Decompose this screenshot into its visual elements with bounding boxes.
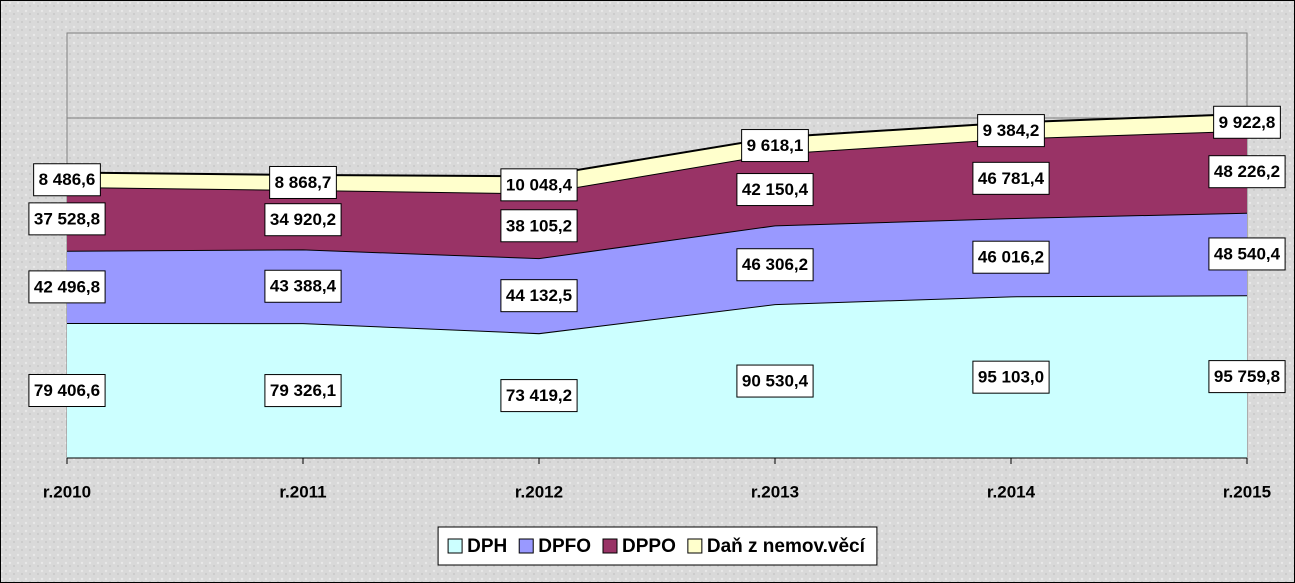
value-label-box [972, 161, 1050, 195]
value-label-box [500, 379, 578, 413]
value-label-box [269, 165, 337, 199]
value-label: 95 759,8 [1208, 360, 1286, 394]
value-label-box [741, 129, 809, 163]
value-label: 46 306,2 [736, 248, 814, 282]
value-label-text: 79 406,6 [34, 381, 100, 400]
value-label-text: 43 388,4 [270, 277, 337, 296]
x-tick-label: r.2010 [43, 482, 91, 501]
value-label-text: 34 920,2 [270, 210, 336, 229]
value-label-box [1208, 237, 1286, 271]
value-label: 95 103,0 [972, 360, 1050, 394]
value-label: 42 150,4 [736, 173, 814, 207]
value-label: 43 388,4 [264, 269, 342, 303]
value-label-text: 46 781,4 [978, 169, 1045, 188]
value-label: 9 922,8 [1213, 105, 1281, 139]
value-label-box [736, 173, 814, 207]
value-label: 38 105,2 [500, 209, 578, 243]
legend-swatch [687, 538, 703, 554]
value-label: 48 540,4 [1208, 237, 1286, 271]
value-label-text: 44 132,5 [506, 286, 572, 305]
area-edge [66, 112, 1248, 178]
value-label-box [28, 374, 106, 408]
legend-label: DPFO [538, 536, 591, 557]
x-tick-label: r.2013 [751, 482, 799, 501]
value-label-box [264, 269, 342, 303]
area [67, 295, 1247, 458]
value-label-box [500, 168, 578, 202]
value-label-text: 42 496,8 [34, 277, 100, 296]
value-label: 73 419,2 [500, 379, 578, 413]
value-label-text: 48 540,4 [1214, 244, 1281, 263]
legend: DPH DPFO DPPO Daň z nemov.věcí [437, 526, 878, 566]
value-label-text: 95 103,0 [978, 368, 1044, 387]
x-tick-label: r.2012 [515, 482, 563, 501]
legend-label: DPPO [622, 536, 676, 557]
value-label-box [1208, 155, 1286, 189]
value-label-text: 9 618,1 [747, 136, 804, 155]
value-label-box [500, 279, 578, 313]
value-label: 42 496,8 [28, 270, 106, 304]
value-label-text: 9 384,2 [983, 121, 1040, 140]
value-label: 46 781,4 [972, 161, 1050, 195]
value-label-text: 73 419,2 [506, 386, 572, 405]
legend-swatch [602, 538, 618, 554]
value-label-text: 90 530,4 [742, 372, 809, 391]
value-label: 79 326,1 [264, 374, 342, 408]
value-label-box [736, 248, 814, 282]
value-label-text: 46 016,2 [978, 248, 1044, 267]
value-label-text: 37 528,8 [34, 209, 100, 228]
legend-label: DPH [467, 536, 507, 557]
value-label: 9 384,2 [977, 114, 1045, 148]
value-label: 37 528,8 [28, 202, 106, 236]
value-label: 10 048,4 [500, 168, 578, 202]
value-label-text: 95 759,8 [1214, 367, 1280, 386]
value-label-box [1213, 105, 1281, 139]
value-label-box [264, 203, 342, 237]
value-label: 46 016,2 [972, 240, 1050, 274]
legend-swatch [518, 538, 534, 554]
value-label-box [28, 202, 106, 236]
area [67, 212, 1247, 334]
value-label-text: 10 048,4 [506, 175, 573, 194]
value-label-box [1208, 360, 1286, 394]
value-label-box [972, 240, 1050, 274]
area [67, 113, 1247, 194]
value-label: 90 530,4 [736, 364, 814, 398]
value-label-text: 8 486,6 [39, 170, 96, 189]
value-label: 48 226,2 [1208, 155, 1286, 189]
value-label: 8 868,7 [269, 165, 337, 199]
value-label-text: 38 105,2 [506, 216, 572, 235]
legend-swatch [447, 538, 463, 554]
legend-box [437, 526, 878, 566]
value-label-box [972, 360, 1050, 394]
value-label: 79 406,6 [28, 374, 106, 408]
value-label-text: 48 226,2 [1214, 162, 1280, 181]
value-label-text: 9 922,8 [1219, 113, 1276, 132]
value-label-text: 46 306,2 [742, 255, 808, 274]
value-label-box [33, 163, 101, 197]
x-tick-label: r.2011 [279, 482, 326, 501]
value-label-box [500, 209, 578, 243]
legend-label: Daň z nemov.věcí [707, 536, 866, 557]
value-label-box [736, 364, 814, 398]
value-label-text: 42 150,4 [742, 180, 809, 199]
value-label-text: 79 326,1 [270, 381, 336, 400]
value-label-box [977, 114, 1045, 148]
x-tick-label: r.2015 [1223, 482, 1271, 501]
value-label: 8 486,6 [33, 163, 101, 197]
value-label: 9 618,1 [741, 129, 809, 163]
value-label-text: 8 868,7 [275, 173, 332, 192]
area [67, 130, 1247, 259]
value-label-box [28, 270, 106, 304]
value-label: 44 132,5 [500, 279, 578, 313]
value-label: 34 920,2 [264, 203, 342, 237]
value-label-box [264, 374, 342, 408]
x-tick-label: r.2014 [987, 482, 1036, 501]
